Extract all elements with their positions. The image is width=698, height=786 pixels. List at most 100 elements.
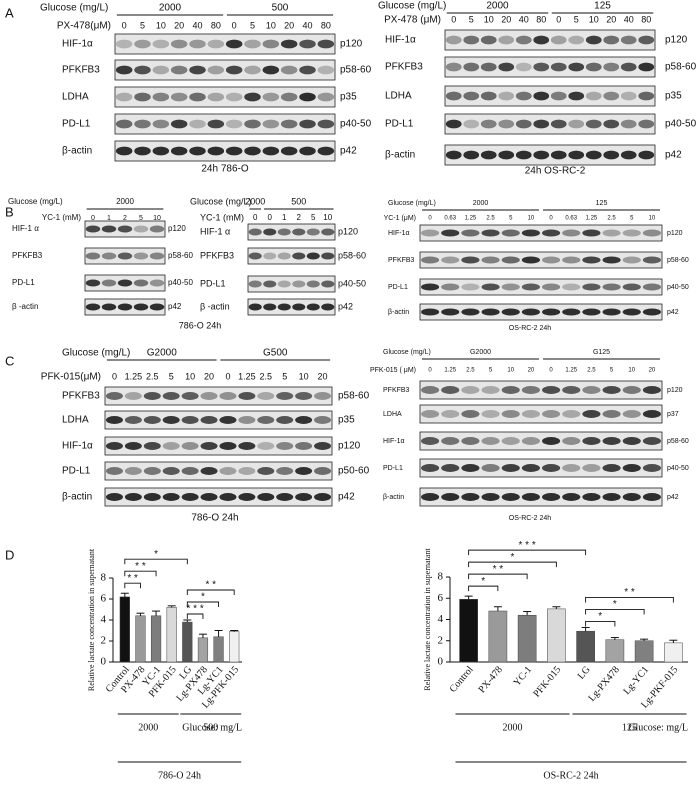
blot-strip <box>247 223 336 241</box>
blot-band <box>124 467 142 475</box>
blot-band <box>441 386 460 394</box>
blot-band <box>582 256 601 264</box>
blot-band <box>162 467 180 475</box>
blot-band <box>299 39 316 49</box>
blot-strip <box>104 410 333 430</box>
blot-band <box>498 91 515 101</box>
drug-label: PX-478(μM) <box>57 21 111 32</box>
blot-band <box>219 493 237 501</box>
blot-band <box>314 416 332 424</box>
size-label: p40-50 <box>338 278 366 288</box>
x-tick-label: PX-478 <box>476 664 504 695</box>
blot-band <box>441 229 460 237</box>
glucose-group: 125 <box>596 200 608 207</box>
blot-band <box>134 39 151 49</box>
blot-band <box>143 416 161 424</box>
blot-band <box>582 464 601 472</box>
blot-band <box>263 303 277 311</box>
blot-band <box>515 91 532 101</box>
blot-band <box>85 252 101 260</box>
blot-band <box>244 119 261 129</box>
blot-band <box>295 467 313 475</box>
blot-band <box>521 410 540 418</box>
blot-band <box>248 280 262 288</box>
x-tick-label: YC-1 <box>511 664 534 688</box>
blot-band <box>238 442 256 450</box>
blot-band <box>568 150 585 160</box>
significance-label: * <box>201 592 205 603</box>
blot-band <box>189 92 206 102</box>
blot-band <box>521 283 540 291</box>
blot-band <box>162 442 180 450</box>
protein-label: β-actin <box>388 309 409 316</box>
glucose-group: 125 <box>594 1 611 12</box>
bar <box>547 608 566 663</box>
blot-band <box>134 119 151 129</box>
blot-band <box>501 229 520 237</box>
blot-band <box>124 416 142 424</box>
blot-band <box>292 303 306 311</box>
blot-band <box>219 392 237 400</box>
blot-band <box>299 146 316 156</box>
glucose-label: Glucose (mg/L) <box>383 349 431 356</box>
blot-band <box>292 228 306 236</box>
dose-label: 0 <box>428 216 432 222</box>
dose-label: 5 <box>469 14 474 24</box>
protein-label: PD-L1 <box>385 119 414 130</box>
size-label: p40-50 <box>665 119 697 130</box>
size-label: p120 <box>665 35 688 46</box>
blot-band <box>501 437 520 445</box>
blot-band <box>550 119 567 129</box>
dose-label: 2.5 <box>607 216 616 222</box>
blot-band <box>501 493 520 501</box>
blot-band <box>421 256 440 264</box>
significance-label: * * <box>135 561 146 572</box>
protein-label: LDHA <box>383 411 402 418</box>
blot-band <box>207 39 225 49</box>
blot-band <box>143 392 161 400</box>
y-tick-label: 4 <box>438 613 444 625</box>
blot-band <box>562 386 581 394</box>
bar <box>135 615 146 663</box>
blot-strip <box>247 298 336 316</box>
dose-label: 0.63 <box>565 216 577 222</box>
blot-band <box>181 416 199 424</box>
blot-band <box>441 493 460 501</box>
size-label: p35 <box>338 415 355 426</box>
blot-band <box>143 493 161 501</box>
y-tick-label: 2 <box>101 635 107 647</box>
blot-band <box>181 392 199 400</box>
significance-bracket <box>186 613 204 619</box>
significance-bracket <box>468 585 499 592</box>
dose-label: 10 <box>185 371 195 381</box>
blot-band <box>225 92 243 102</box>
blot-strip <box>419 251 663 269</box>
bar <box>197 637 209 663</box>
blot-band <box>622 229 641 237</box>
significance-label: * * * <box>187 604 204 615</box>
dose-label: 0 <box>122 20 127 30</box>
blot-band <box>248 228 262 236</box>
blot-band <box>585 119 602 129</box>
dose-label: 1 <box>107 215 111 222</box>
blot-band <box>501 256 520 264</box>
blot-band <box>542 256 561 264</box>
drug-label: YC-1 (mM) <box>42 213 81 222</box>
blot-band <box>521 308 540 316</box>
blot-band <box>585 35 602 45</box>
blot-band <box>105 416 123 424</box>
significance-bracket <box>124 558 188 565</box>
dose-label: 10 <box>628 368 635 374</box>
blot-band <box>582 308 601 316</box>
blot-band <box>562 464 581 472</box>
dose-label: 20 <box>606 14 616 24</box>
blot-band <box>421 308 440 316</box>
dose-label: 0 <box>225 371 230 381</box>
blot-band <box>481 386 500 394</box>
blot-band <box>200 467 218 475</box>
blot-band <box>306 228 320 236</box>
blot-band <box>200 493 218 501</box>
significance-bracket <box>468 573 528 580</box>
x-tick-label: Control <box>448 664 476 695</box>
